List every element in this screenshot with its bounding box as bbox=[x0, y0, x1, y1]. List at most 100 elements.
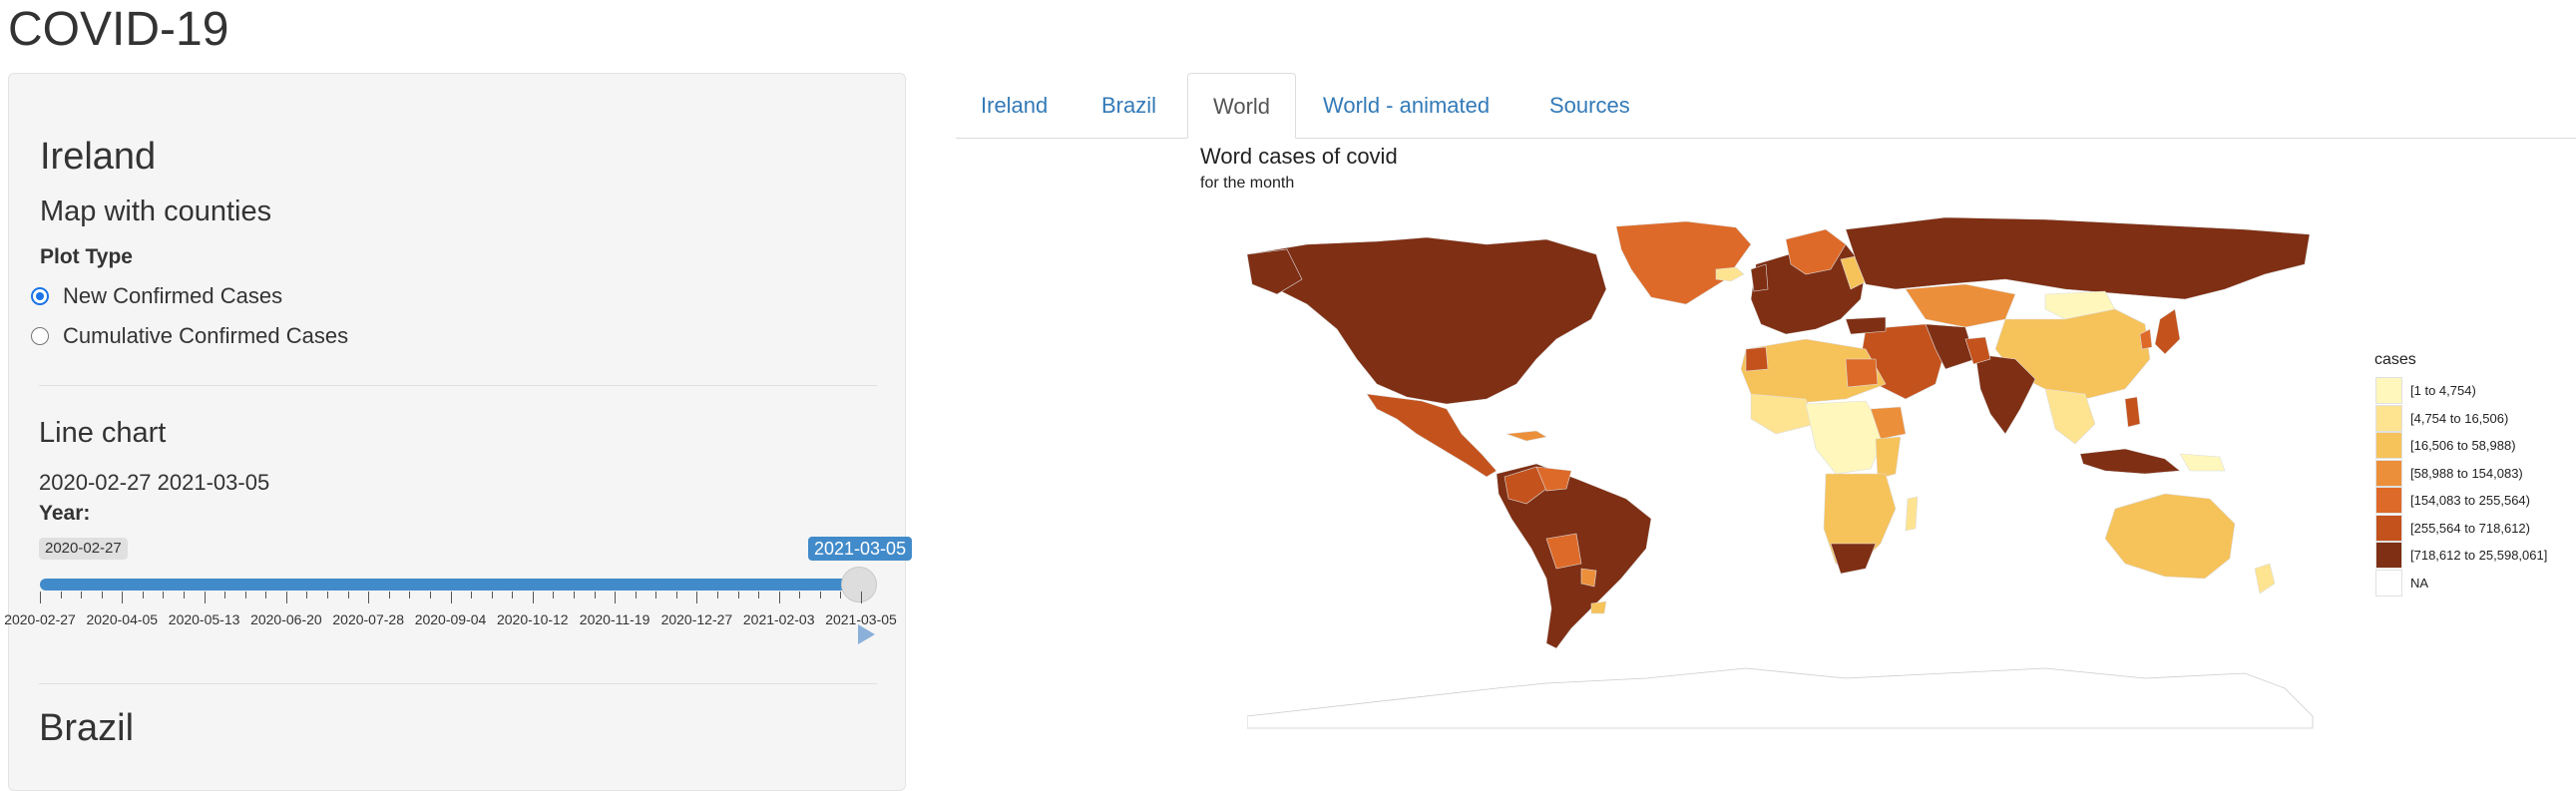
slider-tick bbox=[142, 592, 144, 598]
slider-track[interactable] bbox=[40, 579, 861, 591]
slider-tick bbox=[635, 592, 637, 598]
tab-world-animated[interactable]: World - animated bbox=[1323, 93, 1491, 118]
slider-tick-label: 2020-04-05 bbox=[86, 611, 159, 627]
map-region-india bbox=[1974, 353, 2036, 435]
map-region-new-zealand bbox=[2254, 563, 2276, 594]
slider-tick-label: 2020-09-04 bbox=[414, 611, 487, 627]
slider-tick bbox=[224, 592, 226, 598]
legend-swatch bbox=[2375, 542, 2402, 569]
slider-tick bbox=[81, 592, 83, 598]
legend-label: [58,988 to 154,083) bbox=[2410, 465, 2523, 481]
slider-tick bbox=[204, 592, 206, 603]
slider-tick bbox=[532, 592, 534, 603]
map-region-egypt bbox=[1845, 358, 1879, 388]
sidebar-divider bbox=[39, 385, 877, 386]
legend-label: [16,506 to 58,988) bbox=[2410, 438, 2516, 453]
slider-tick bbox=[450, 592, 452, 603]
map-region-russia bbox=[1845, 216, 2311, 300]
map-region-west-africa bbox=[1750, 393, 1817, 435]
legend-label: [4,754 to 16,506) bbox=[2410, 410, 2509, 426]
slider-tick-label: 2020-02-27 bbox=[4, 611, 76, 627]
app-title: COVID-19 bbox=[8, 3, 229, 56]
slider-tick bbox=[60, 592, 62, 598]
legend-label: [718,612 to 25,598,061] bbox=[2410, 548, 2548, 563]
map-region-east-africa bbox=[1875, 436, 1902, 480]
radio-button[interactable] bbox=[31, 327, 49, 345]
legend-swatch bbox=[2375, 487, 2402, 514]
legend-swatch bbox=[2375, 432, 2402, 459]
slider-tick bbox=[594, 592, 596, 598]
map-region-indonesia bbox=[2079, 448, 2181, 475]
map-region-iceland bbox=[1715, 266, 1745, 282]
map-region-iran bbox=[1925, 323, 1976, 370]
legend-item: [1 to 4,754) bbox=[2375, 377, 2476, 404]
slider-tick bbox=[758, 592, 760, 598]
brazil-heading: Brazil bbox=[39, 707, 135, 749]
legend-item: [154,083 to 255,564) bbox=[2375, 487, 2530, 514]
slider-tick-label: 2020-06-20 bbox=[250, 611, 322, 627]
radio-new-confirmed-cases[interactable]: New Confirmed Cases bbox=[31, 283, 282, 309]
slider-tick-label: 2020-07-28 bbox=[332, 611, 404, 627]
map-region-greenland bbox=[1615, 220, 1752, 305]
legend-label: [154,083 to 255,564) bbox=[2410, 493, 2530, 508]
slider-tick-label: 2020-12-27 bbox=[660, 611, 733, 627]
slider-tick bbox=[347, 592, 349, 598]
slider-tick bbox=[122, 592, 124, 603]
map-region-caribbean bbox=[1505, 430, 1547, 442]
tab-world[interactable]: World bbox=[1187, 73, 1296, 139]
map-region-central-africa bbox=[1805, 400, 1887, 475]
map-region-pakistan bbox=[1964, 336, 1991, 365]
slider-tick bbox=[327, 592, 329, 598]
legend-label: [1 to 4,754) bbox=[2410, 383, 2476, 398]
legend-item: [4,754 to 16,506) bbox=[2375, 404, 2509, 432]
legend-swatch bbox=[2375, 459, 2402, 487]
slider-tick bbox=[778, 592, 780, 603]
slider-ticks bbox=[40, 592, 868, 611]
slider-tick bbox=[737, 592, 739, 598]
slider-tick bbox=[819, 592, 821, 598]
map-region-north-africa bbox=[1740, 338, 1887, 405]
slider-tick bbox=[429, 592, 431, 598]
slider-tick bbox=[840, 592, 842, 598]
slider-tick bbox=[716, 592, 718, 598]
slider-tick bbox=[306, 592, 308, 598]
tab-ireland[interactable]: Ireland bbox=[981, 93, 1049, 118]
map-subheading: Map with counties bbox=[40, 196, 272, 227]
legend-swatch bbox=[2375, 514, 2402, 542]
slider-tick bbox=[861, 592, 862, 603]
legend-item: NA bbox=[2375, 569, 2428, 596]
tab-sources[interactable]: Sources bbox=[1549, 93, 1630, 118]
slider-tick bbox=[512, 592, 514, 598]
slider-tick bbox=[285, 592, 287, 603]
slider-tick bbox=[265, 592, 267, 598]
slider-tick bbox=[491, 592, 493, 598]
tab-brazil[interactable]: Brazil bbox=[1101, 93, 1157, 118]
slider-tick-label: 2020-10-12 bbox=[496, 611, 569, 627]
radio-cumulative-confirmed-cases[interactable]: Cumulative Confirmed Cases bbox=[31, 323, 348, 349]
map-region-antarctica bbox=[1247, 667, 2314, 729]
radio-label: New Confirmed Cases bbox=[63, 283, 283, 308]
map-region-scandinavia bbox=[1785, 228, 1847, 275]
legend-swatch bbox=[2375, 404, 2402, 432]
slider-tick bbox=[675, 592, 677, 598]
slider-tick-label: 2020-11-19 bbox=[579, 611, 650, 627]
slider-handle[interactable] bbox=[841, 567, 877, 602]
slider-tick bbox=[573, 592, 575, 598]
slider-tick bbox=[368, 592, 370, 603]
plot-type-label: Plot Type bbox=[40, 245, 133, 268]
legend-title: cases bbox=[2374, 351, 2416, 368]
map-region-venezuela bbox=[1535, 466, 1572, 492]
map-region-australia bbox=[2104, 493, 2236, 580]
radio-button-selected[interactable] bbox=[31, 287, 49, 305]
map-region-korea bbox=[2139, 328, 2153, 350]
line-chart-heading: Line chart bbox=[39, 417, 167, 449]
play-animation-button[interactable] bbox=[858, 624, 875, 644]
legend-item: [255,564 to 718,612) bbox=[2375, 514, 2530, 542]
slider-tick bbox=[388, 592, 390, 598]
map-subtitle: for the month bbox=[1200, 175, 1295, 192]
map-region-alaska bbox=[1247, 248, 1303, 295]
world-choropleth-map bbox=[1247, 216, 2314, 729]
slider-tick bbox=[184, 592, 186, 598]
map-title: Word cases of covid bbox=[1200, 144, 1398, 169]
legend-label: [255,564 to 718,612) bbox=[2410, 520, 2530, 536]
